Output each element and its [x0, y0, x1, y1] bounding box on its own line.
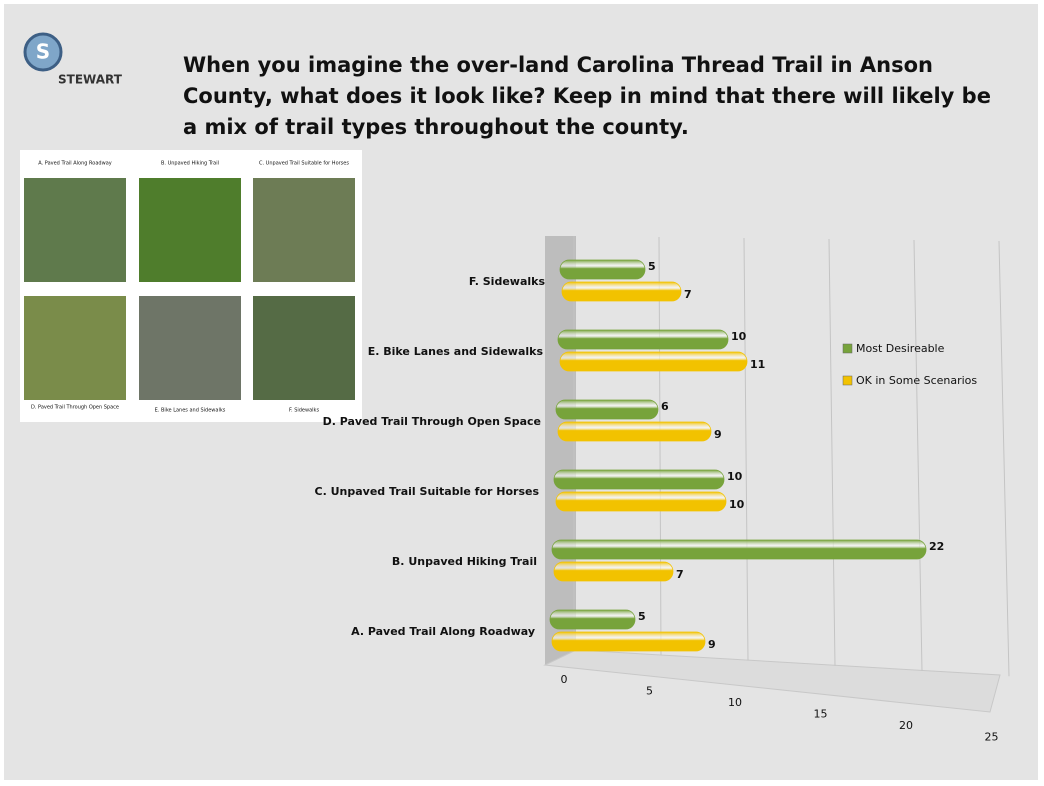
legend-swatch: [842, 375, 853, 386]
bar: [555, 399, 659, 420]
photo-caption: C. Unpaved Trail Suitable for Horses: [259, 161, 349, 167]
photo: [24, 178, 126, 282]
grid-line: [658, 236, 662, 656]
logo-name: STEWART: [58, 73, 123, 87]
y-tick-label: D. Paved Trail Through Open Space: [323, 415, 541, 428]
y-tick-label: E. Bike Lanes and Sidewalks: [368, 345, 544, 358]
photo: [253, 178, 355, 282]
bar: [553, 561, 674, 582]
bar: [551, 539, 927, 560]
y-tick-label: B. Unpaved Hiking Trail: [392, 555, 537, 568]
value-label: 5: [648, 260, 656, 273]
photo: [139, 178, 241, 282]
bar: [553, 469, 725, 490]
value-label: 9: [708, 638, 716, 651]
value-label: 7: [684, 288, 692, 301]
bar: [559, 351, 748, 372]
legend-label: Most Desireable: [856, 342, 945, 355]
x-tick-label: 5: [646, 685, 653, 698]
bar: [549, 609, 636, 630]
bar: [561, 281, 682, 302]
value-label: 11: [750, 358, 765, 371]
value-label: 7: [676, 568, 684, 581]
grid-line: [743, 237, 749, 661]
bar: [551, 631, 706, 652]
grid-line: [828, 238, 836, 666]
y-tick-label: F. Sidewalks: [469, 275, 546, 288]
chart-title: When you imagine the over-land Carolina …: [183, 53, 991, 139]
logo-circle: [23, 32, 63, 72]
bar: [555, 491, 727, 512]
photo: [24, 296, 126, 400]
photo-caption: B. Unpaved Hiking Trail: [161, 161, 219, 167]
value-label: 22: [929, 540, 944, 553]
value-label: 10: [731, 330, 747, 343]
bar: [557, 421, 712, 442]
photo-caption: E. Bike Lanes and Sidewalks: [155, 408, 226, 414]
logo-mark: S: [36, 40, 50, 64]
value-label: 10: [729, 498, 745, 511]
photo: [253, 296, 355, 400]
photo-caption: A. Paved Trail Along Roadway: [38, 161, 111, 167]
photo-caption: D. Paved Trail Through Open Space: [31, 405, 119, 411]
value-label: 5: [638, 610, 646, 623]
value-label: 6: [661, 400, 669, 413]
x-tick-label: 25: [985, 731, 999, 744]
y-tick-label: A. Paved Trail Along Roadway: [351, 625, 535, 638]
value-label: 10: [727, 470, 743, 483]
x-tick-label: 20: [899, 719, 913, 732]
grid-line: [998, 240, 1010, 677]
value-label: 9: [714, 428, 722, 441]
x-tick-label: 0: [561, 673, 568, 686]
legend-swatch: [842, 343, 853, 354]
x-tick-label: 15: [814, 708, 828, 721]
x-tick-label: 10: [728, 696, 742, 709]
legend-label: OK in Some Scenarios: [856, 374, 977, 387]
grid-line: [913, 239, 923, 672]
bar: [557, 329, 729, 350]
y-tick-label: C. Unpaved Trail Suitable for Horses: [315, 485, 540, 498]
photo: [139, 296, 241, 400]
floor: [543, 649, 1001, 713]
bar: [559, 259, 646, 280]
photo-caption: F. Sidewalks: [289, 408, 320, 414]
